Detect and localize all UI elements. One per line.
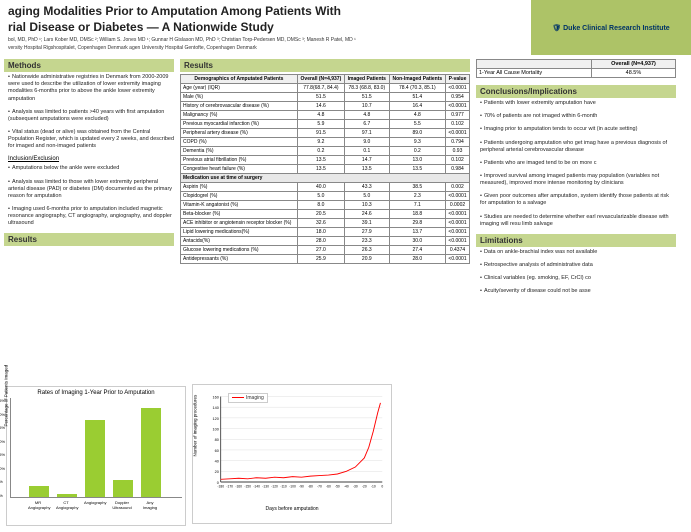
svg-text:20: 20 — [215, 470, 219, 474]
methods-bullet: Analysis was limited to patients >40 yea… — [4, 109, 174, 123]
concl-bullet: 70% of patients are not imaged within 6-… — [476, 113, 676, 120]
methods-header: Methods — [4, 59, 174, 72]
methods-bullet: Amputations below the ankle were exclude… — [4, 165, 174, 172]
svg-text:-70: -70 — [317, 485, 322, 489]
methods-bullet: Analysis was limited to those with lower… — [4, 179, 174, 200]
svg-text:-80: -80 — [308, 485, 313, 489]
concl-bullet: Studies are needed to determine whether … — [476, 214, 676, 228]
svg-text:140: 140 — [213, 406, 219, 410]
line-svg: 0 20 40 60 80 100 120 140 160 -180-170-160-150-14… — [197, 389, 387, 499]
svg-text:-120: -120 — [271, 485, 278, 489]
inclusion-exclusion-header: Inclusion/Exclusion — [4, 156, 174, 162]
svg-text:-20: -20 — [362, 485, 367, 489]
conclusions-header: Conclusions/Implications — [476, 85, 676, 98]
svg-text:-150: -150 — [244, 485, 251, 489]
svg-text:100: 100 — [213, 427, 219, 431]
concl-bullet: Patients undergoing amputation who get i… — [476, 140, 676, 154]
svg-text:-130: -130 — [262, 485, 269, 489]
line-chart: Imaging Number of imaging procedures 0 20… — [192, 384, 392, 524]
title-line1: aging Modalities Prior to Amputation Amo… — [8, 4, 523, 20]
authors: bol, MD, PhD ¹; Lars Kober MD, DMSc ²; W… — [8, 37, 523, 43]
institute-logo: 🛡 Duke Clinical Research Institute — [531, 0, 691, 55]
svg-text:-140: -140 — [253, 485, 260, 489]
svg-text:60: 60 — [215, 449, 219, 453]
title-line2: rial Disease or Diabetes — A Nationwide … — [8, 20, 523, 36]
line-ylabel: Number of imaging procedures — [193, 395, 198, 457]
concl-bullet: Imaging prior to amputation tends to occ… — [476, 126, 676, 133]
svg-text:-160: -160 — [235, 485, 242, 489]
methods-bullet: Imaging used 6-months prior to amputatio… — [4, 206, 174, 227]
affiliations: versity Hospital Rigshospitalet, Copenha… — [8, 45, 523, 51]
svg-text:-30: -30 — [353, 485, 358, 489]
bar-chart: Rates of Imaging 1-Year Prior to Amputat… — [6, 386, 186, 526]
methods-bullet: Vital status (dead or alive) was obtaine… — [4, 129, 174, 150]
demographics-table: Demographics of Amputated PatientsOveral… — [180, 74, 470, 264]
line-xlabel: Days before amputation — [197, 506, 387, 512]
svg-text:-50: -50 — [335, 485, 340, 489]
svg-text:160: 160 — [213, 395, 219, 399]
svg-text:-60: -60 — [326, 485, 331, 489]
concl-bullet: Given poor outcomes after amputation, sy… — [476, 193, 676, 207]
limit-bullet: Retrospective analysis of administrative… — [476, 262, 676, 269]
results-header: Results — [180, 59, 470, 72]
svg-text:-10: -10 — [371, 485, 376, 489]
svg-text:-100: -100 — [289, 485, 296, 489]
line-legend: Imaging — [228, 393, 268, 403]
svg-text:-180: -180 — [217, 485, 224, 489]
limit-bullet: Acuity/severity of disease could not be … — [476, 288, 676, 295]
results-header-left: Results — [4, 233, 174, 246]
svg-text:-110: -110 — [280, 485, 287, 489]
concl-bullet: Improved survival among imaged patients … — [476, 173, 676, 187]
concl-bullet: Patients who are imaged tend to be on mo… — [476, 160, 676, 167]
svg-text:120: 120 — [213, 417, 219, 421]
svg-text:40: 40 — [215, 460, 219, 464]
svg-text:-170: -170 — [226, 485, 233, 489]
bar-chart-title: Rates of Imaging 1-Year Prior to Amputat… — [10, 390, 182, 396]
svg-text:-90: -90 — [299, 485, 304, 489]
concl-bullet: Patients with lower extremity amputation… — [476, 100, 676, 107]
svg-text:0: 0 — [381, 485, 383, 489]
limitations-header: Limitations — [476, 234, 676, 247]
methods-bullet: Nationwide administrative registries in … — [4, 74, 174, 103]
svg-text:-40: -40 — [344, 485, 349, 489]
limit-bullet: Clinical variables (eg. smoking, EF, CrC… — [476, 275, 676, 282]
mortality-table: Overall (N=4,937) 1-Year All Cause Morta… — [476, 59, 676, 78]
svg-text:80: 80 — [215, 438, 219, 442]
limit-bullet: Data on ankle-brachial index was not ava… — [476, 249, 676, 256]
